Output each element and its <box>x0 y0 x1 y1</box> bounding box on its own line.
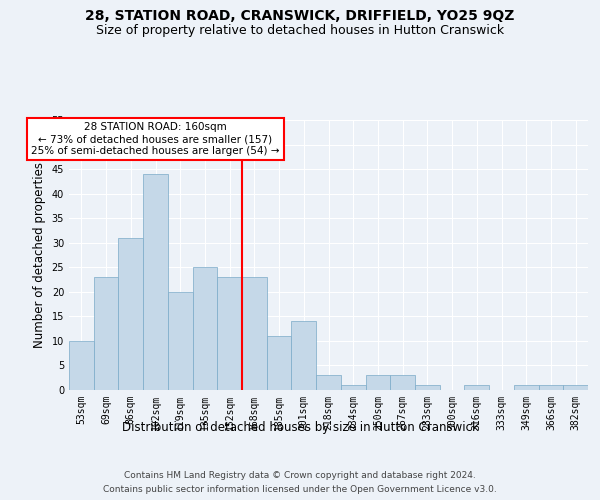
Bar <box>69 341 94 390</box>
Bar <box>94 277 118 390</box>
Bar <box>242 277 267 390</box>
Text: Contains public sector information licensed under the Open Government Licence v3: Contains public sector information licen… <box>103 484 497 494</box>
Bar <box>292 322 316 390</box>
Bar <box>267 336 292 390</box>
Bar <box>415 385 440 390</box>
Text: Distribution of detached houses by size in Hutton Cranswick: Distribution of detached houses by size … <box>122 421 478 434</box>
Text: 28, STATION ROAD, CRANSWICK, DRIFFIELD, YO25 9QZ: 28, STATION ROAD, CRANSWICK, DRIFFIELD, … <box>85 9 515 23</box>
Bar <box>217 277 242 390</box>
Bar <box>390 376 415 390</box>
Bar <box>539 385 563 390</box>
Text: Contains HM Land Registry data © Crown copyright and database right 2024.: Contains HM Land Registry data © Crown c… <box>124 472 476 480</box>
Bar <box>365 376 390 390</box>
Text: 28 STATION ROAD: 160sqm
← 73% of detached houses are smaller (157)
25% of semi-d: 28 STATION ROAD: 160sqm ← 73% of detache… <box>31 122 280 156</box>
Bar <box>193 268 217 390</box>
Y-axis label: Number of detached properties: Number of detached properties <box>33 162 46 348</box>
Bar <box>143 174 168 390</box>
Bar <box>563 385 588 390</box>
Bar <box>514 385 539 390</box>
Bar <box>316 376 341 390</box>
Text: Size of property relative to detached houses in Hutton Cranswick: Size of property relative to detached ho… <box>96 24 504 37</box>
Bar <box>464 385 489 390</box>
Bar <box>118 238 143 390</box>
Bar <box>341 385 365 390</box>
Bar <box>168 292 193 390</box>
